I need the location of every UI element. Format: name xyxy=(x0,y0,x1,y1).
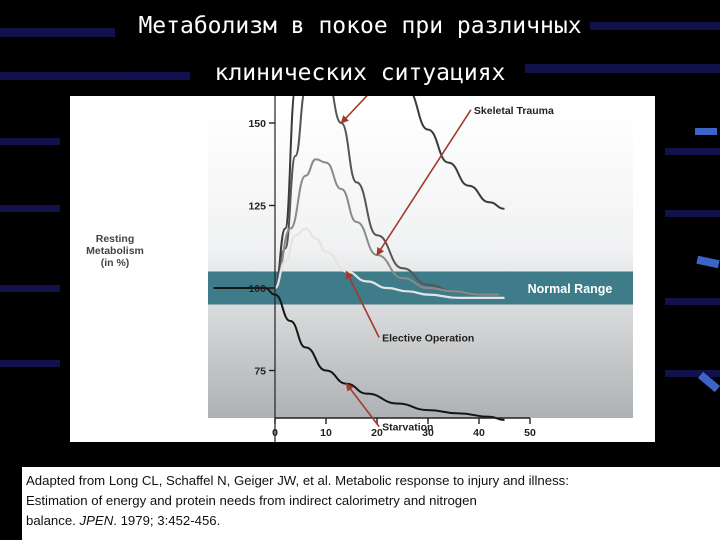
annotation-starvation: Starvation xyxy=(382,422,433,434)
metabolism-chart: Normal Range 507510012515017520001020304… xyxy=(86,0,633,460)
caption-line3: balance. JPEN. 1979; 3:452-456. xyxy=(26,511,720,531)
series-line-starvation xyxy=(213,287,505,421)
slide-title-line1: Метаболизм в покое при различных xyxy=(138,13,582,39)
x-tick-label: 50 xyxy=(524,427,536,439)
series-line-skeletal-trauma xyxy=(274,158,500,296)
x-tick-label: 20 xyxy=(371,427,383,439)
x-tick-label: 0 xyxy=(272,427,278,439)
normal-range-label: Normal Range xyxy=(528,282,613,296)
caption-line3-suffix: . 1979; 3:452-456. xyxy=(113,513,221,528)
annotation-arrow xyxy=(345,270,380,338)
x-tick-label: 30 xyxy=(422,427,434,439)
y-tick-label: 100 xyxy=(248,283,266,295)
x-axis-label: Days xyxy=(385,440,410,442)
x-tick-label: 10 xyxy=(320,427,332,439)
caption-line2: Estimation of energy and protein needs f… xyxy=(26,493,477,508)
y-tick-label: 75 xyxy=(254,366,266,378)
series-line-major-burns xyxy=(213,0,505,289)
caption-line3-prefix: balance. xyxy=(26,513,80,528)
annotation-skeletal-trauma: Skeletal Trauma xyxy=(474,105,554,117)
x-tick-label: 40 xyxy=(473,427,485,439)
caption-journal: JPEN xyxy=(79,513,114,528)
annotation-arrow xyxy=(376,109,472,256)
slide-title-line2: клинических ситуациях xyxy=(214,60,506,86)
chart-panel: Normal Range 507510012515017520001020304… xyxy=(70,0,655,460)
annotation-arrow xyxy=(345,382,380,428)
series-line-elective-operation xyxy=(274,227,505,299)
slide-title: Метаболизм в покое при различных клиниче… xyxy=(0,0,720,95)
citation-caption: Adapted from Long CL, Schaffel N, Geiger… xyxy=(22,467,720,540)
y-axis-label: Resting Metabolism (in %) xyxy=(86,233,144,269)
caption-line1: Adapted from Long CL, Schaffel N, Geiger… xyxy=(26,473,569,488)
y-tick-label: 150 xyxy=(248,118,266,130)
annotation-elective-operation: Elective Operation xyxy=(382,333,474,345)
y-tick-label: 125 xyxy=(248,201,266,213)
plot-area xyxy=(208,106,633,418)
